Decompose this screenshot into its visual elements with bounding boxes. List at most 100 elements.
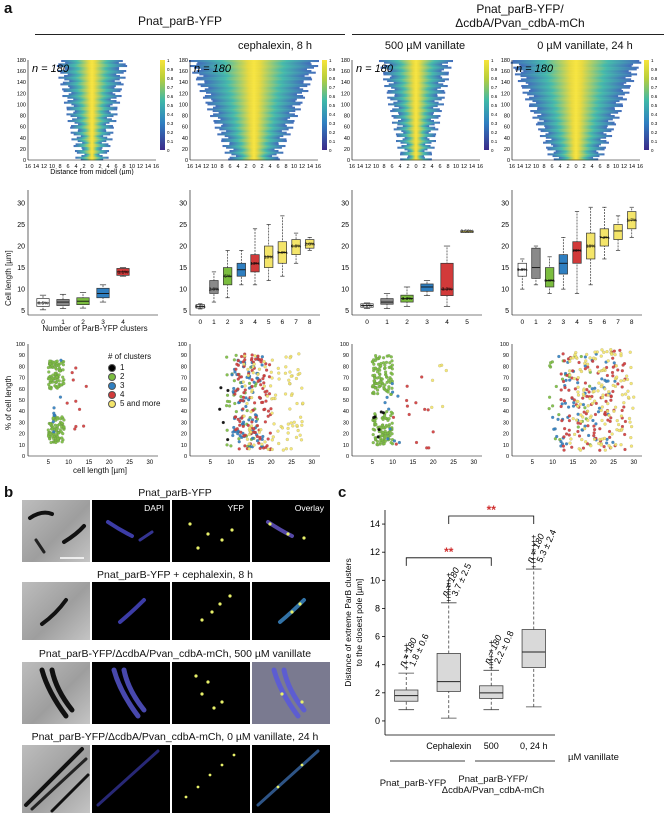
scatter-point: [247, 442, 251, 446]
kymo-x-tick: 8: [58, 164, 61, 170]
kymograph-row-band: [555, 150, 597, 153]
c-y-label: to the closest pole [µm]: [354, 579, 364, 667]
kymograph-row-band: [551, 138, 601, 141]
scatter-point: [57, 373, 61, 377]
legend-marker: [108, 372, 116, 381]
scatter-x-tick: 20: [430, 460, 437, 466]
kymo-x-tick: 12: [299, 164, 305, 170]
scatter-point: [394, 442, 398, 446]
c-significance: **: [444, 545, 454, 559]
kymograph-row-band: [212, 106, 296, 109]
scatter-y-tick: 70: [503, 376, 509, 382]
scatter-point: [562, 359, 567, 363]
scatter-point: [606, 409, 610, 413]
scatter-point: [255, 434, 259, 439]
scatter-point: [576, 404, 580, 408]
kymograph-row-band: [68, 93, 116, 96]
scatter-point: [444, 368, 448, 373]
kymograph-row-band: [222, 123, 286, 126]
box-x-tick: 8: [308, 319, 312, 326]
box-x-tick: 2: [405, 319, 409, 326]
kymograph-row-band: [400, 151, 432, 154]
colorbar-tick: 0.3: [167, 121, 174, 126]
kymograph-row-band: [397, 146, 435, 149]
scatter-point: [579, 354, 583, 359]
scatter-point: [571, 417, 575, 421]
scatter-point: [430, 405, 434, 409]
scatter-point: [372, 390, 376, 394]
scatter-point: [599, 408, 603, 412]
box-x-tick: 0: [520, 319, 524, 326]
kymograph-row-band: [397, 100, 435, 103]
scatter-point: [602, 350, 606, 354]
scatter-point: [225, 443, 229, 447]
box-x-label: Number of ParB-YFP clusters: [42, 324, 148, 333]
scatter-point: [280, 426, 284, 430]
kymograph-row-band: [69, 80, 115, 83]
c-outlier: +: [404, 658, 409, 667]
group2-rule: [352, 34, 664, 35]
scatter-point: [602, 367, 606, 371]
c-vanillate-label: µM vanillate: [568, 752, 619, 763]
scatter-point: [251, 436, 255, 440]
colorbar-tick: 0.6: [491, 94, 498, 99]
scatter-point: [372, 362, 376, 366]
scatter-point: [230, 373, 234, 377]
scatter-y-tick: 20: [503, 432, 509, 438]
scatter-point: [286, 431, 290, 435]
scatter-point: [603, 387, 607, 391]
scatter-point: [387, 354, 391, 358]
scatter-point: [584, 412, 588, 416]
scatter-point: [61, 368, 65, 372]
scatter-y-tick: 70: [343, 376, 349, 382]
scatter-point: [241, 380, 245, 384]
scatter-point: [241, 420, 246, 424]
scatter-x-tick: 30: [631, 460, 638, 466]
scatter-point: [389, 410, 393, 414]
kymo-y-tick: 20: [344, 147, 350, 153]
colorbar-tick: 0.1: [651, 139, 658, 144]
scatter-point: [234, 367, 238, 371]
scatter-point: [551, 415, 555, 420]
scatter-point: [267, 392, 272, 396]
kymograph-row-band: [226, 146, 282, 149]
box-x-tick: 5: [465, 319, 469, 326]
micro-row1-overlay: Overlay: [252, 500, 330, 562]
kymograph-row-band: [195, 78, 313, 81]
scatter-point: [373, 412, 377, 416]
scatter-point: [56, 431, 61, 435]
scatter-point: [272, 422, 276, 426]
scatter-point: [562, 399, 566, 403]
kymograph-row-band: [58, 76, 126, 79]
scatter-point: [568, 369, 572, 373]
scatter-point: [383, 439, 387, 443]
kymograph-row-band: [205, 101, 303, 104]
scatter-point: [596, 410, 601, 414]
kymograph-row-band: [529, 103, 623, 106]
kymograph-row-band: [407, 156, 425, 159]
kymo-x-tick: 8: [382, 164, 385, 170]
micro-row4-phase: [22, 745, 90, 813]
micro-row3-yfp: [172, 662, 250, 724]
scatter-point: [605, 441, 609, 445]
kymograph-row-band: [66, 106, 118, 109]
c-outlier: +: [446, 596, 451, 605]
box-y-tick: 5: [345, 308, 349, 315]
scatter-point: [259, 428, 263, 432]
kymograph-row-band: [393, 81, 439, 84]
scatter-point: [579, 419, 583, 424]
scatter-point: [576, 412, 580, 416]
kymograph-row-band: [231, 153, 277, 156]
micro-row3-overlay: [252, 662, 330, 724]
kymo-y-tick: 140: [179, 80, 188, 86]
scatter-point: [277, 441, 281, 446]
n-label: n = 180: [194, 63, 232, 75]
scatter-point: [556, 417, 560, 421]
scatter-point: [610, 352, 614, 356]
kymo-x-tick: 14: [33, 164, 39, 170]
scatter-point: [288, 370, 292, 374]
scatter-point: [218, 407, 222, 411]
panel-b-label: b: [4, 484, 14, 501]
c-outlier: +: [446, 571, 451, 580]
scatter-point: [383, 383, 387, 387]
